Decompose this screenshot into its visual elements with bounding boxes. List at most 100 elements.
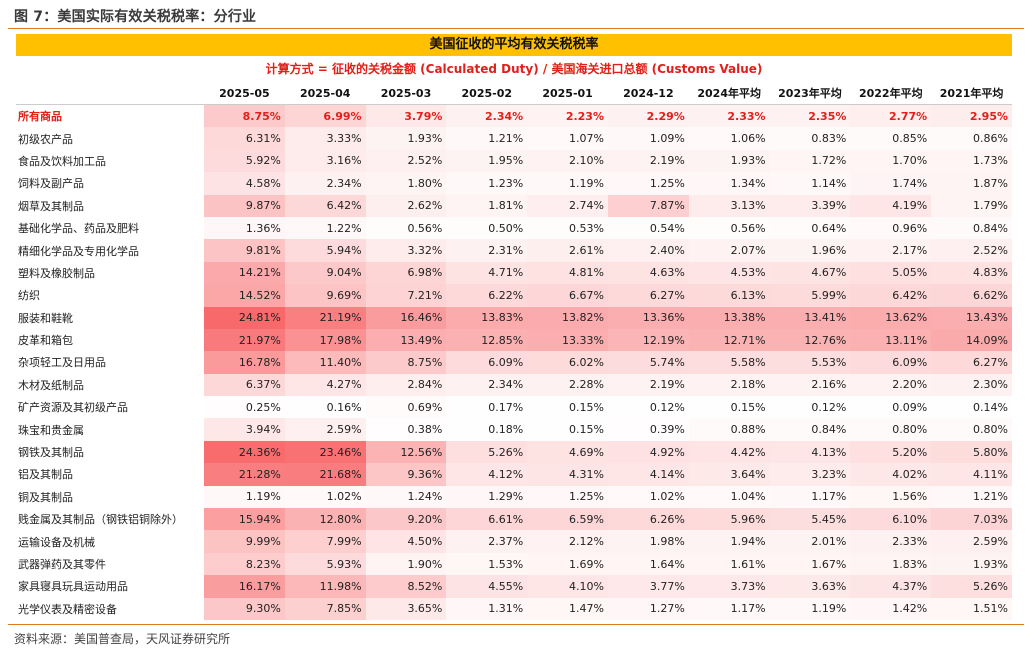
rate-cell: 3.23% bbox=[769, 463, 851, 486]
rate-cell: 1.51% bbox=[931, 597, 1012, 620]
rate-cell: 6.62% bbox=[931, 284, 1012, 307]
rate-cell: 6.67% bbox=[527, 284, 608, 307]
rate-cell: 2.33% bbox=[688, 104, 770, 128]
calculation-formula: 计算方式 = 征收的关税金额 (Calculated Duty) / 美国海关进… bbox=[265, 62, 763, 76]
rate-cell: 4.02% bbox=[850, 463, 932, 486]
rate-cell: 1.36% bbox=[204, 216, 285, 240]
rate-cell: 6.09% bbox=[446, 351, 528, 374]
rate-cell: 1.06% bbox=[688, 127, 770, 150]
rate-cell: 4.13% bbox=[769, 440, 851, 464]
rate-cell: 0.15% bbox=[527, 418, 608, 441]
rate-cell: 5.45% bbox=[769, 508, 851, 531]
rate-cell: 1.93% bbox=[365, 127, 447, 150]
rate-cell: 1.14% bbox=[769, 172, 851, 195]
row-label: 服装和鞋靴 bbox=[18, 311, 73, 325]
rate-cell: 0.80% bbox=[931, 418, 1012, 441]
rate-cell: 1.56% bbox=[850, 485, 932, 509]
table-row: 家具寝具玩具运动用品 16.17% 11.98% 8.52% 4.55% 4.10% 3.7… bbox=[16, 575, 1012, 598]
row-label: 纺织 bbox=[18, 289, 40, 303]
rate-cell: 1.42% bbox=[850, 597, 932, 620]
rate-cell: 2.33% bbox=[850, 530, 932, 553]
rate-cell: 7.03% bbox=[931, 508, 1012, 531]
rate-cell: 6.99% bbox=[284, 104, 366, 128]
rate-cell: 8.52% bbox=[365, 575, 447, 598]
rate-cell: 9.04% bbox=[284, 261, 366, 285]
rate-cell: 13.62% bbox=[850, 306, 932, 329]
rate-cell: 1.93% bbox=[931, 552, 1012, 576]
rate-cell: 21.97% bbox=[204, 328, 285, 352]
rate-cell: 4.42% bbox=[688, 440, 770, 464]
row-label: 塑料及橡胶制品 bbox=[18, 266, 95, 280]
column-header: 2021年平均 bbox=[931, 82, 1012, 105]
rate-cell: 3.65% bbox=[365, 597, 447, 620]
rate-cell: 2.74% bbox=[527, 194, 608, 217]
rate-cell: 21.28% bbox=[204, 463, 285, 486]
column-header: 2024-12 bbox=[607, 82, 689, 105]
table-row: 杂项轻工及日用品 16.78% 11.40% 8.75% 6.09% 6.02% 5.74%… bbox=[16, 351, 1012, 374]
rate-cell: 4.83% bbox=[931, 261, 1012, 285]
rate-cell: 5.26% bbox=[931, 575, 1012, 598]
rate-cell: 1.17% bbox=[688, 597, 770, 620]
column-header: 2022年平均 bbox=[850, 82, 932, 105]
row-label: 食品及饮料加工品 bbox=[18, 154, 106, 168]
rate-cell: 0.54% bbox=[607, 216, 689, 240]
rate-cell: 7.87% bbox=[607, 194, 689, 217]
rate-cell: 5.53% bbox=[769, 351, 851, 374]
rate-cell: 2.31% bbox=[446, 239, 528, 262]
rate-cell: 13.49% bbox=[365, 328, 447, 352]
table-row: 皮革和箱包 21.97% 17.98% 13.49% 12.85% 13.33% 12.19… bbox=[16, 328, 1012, 352]
rate-cell: 6.13% bbox=[688, 284, 770, 307]
row-label: 木材及纸制品 bbox=[18, 378, 84, 392]
rate-cell: 1.87% bbox=[931, 172, 1012, 195]
rate-cell: 1.70% bbox=[850, 149, 932, 173]
rate-cell: 1.07% bbox=[527, 127, 608, 150]
rate-cell: 1.90% bbox=[365, 552, 447, 576]
table-row: 武器弹药及其零件 8.23% 5.93% 1.90% 1.53% 1.69% 1.64% 1.… bbox=[16, 552, 1012, 576]
rate-cell: 1.53% bbox=[446, 552, 528, 576]
rate-cell: 4.31% bbox=[527, 463, 608, 486]
rate-cell: 17.98% bbox=[284, 328, 366, 352]
rate-cell: 3.64% bbox=[688, 463, 770, 486]
rate-cell: 4.53% bbox=[688, 261, 770, 285]
rate-cell: 1.27% bbox=[607, 597, 689, 620]
row-label: 精细化学品及专用化学品 bbox=[18, 244, 139, 258]
rate-cell: 6.10% bbox=[850, 508, 932, 531]
rate-cell: 2.12% bbox=[527, 530, 608, 553]
rate-cell: 0.96% bbox=[850, 216, 932, 240]
column-header: 2025-05 bbox=[204, 82, 285, 105]
source-note: 资料来源：美国普查局，天风证券研究所 bbox=[14, 632, 231, 646]
rate-cell: 13.33% bbox=[527, 328, 608, 352]
table-row: 初级农产品 6.31% 3.33% 1.93% 1.21% 1.07% 1.09% 1.06%… bbox=[16, 127, 1012, 150]
column-header: 2025-02 bbox=[446, 82, 528, 105]
rate-cell: 5.93% bbox=[284, 552, 366, 576]
rate-cell: 2.52% bbox=[365, 149, 447, 173]
rate-cell: 0.18% bbox=[446, 418, 528, 441]
rate-cell: 4.12% bbox=[446, 463, 528, 486]
rate-cell: 1.09% bbox=[607, 127, 689, 150]
row-label: 武器弹药及其零件 bbox=[18, 558, 106, 571]
rate-cell: 9.87% bbox=[204, 194, 285, 217]
rate-cell: 6.22% bbox=[446, 284, 528, 307]
rate-cell: 1.21% bbox=[931, 485, 1012, 509]
table-row: 光学仪表及精密设备 9.30% 7.85% 3.65% 1.31% 1.47% 1.27% 1… bbox=[16, 597, 1012, 620]
column-header: 2025-01 bbox=[527, 82, 608, 105]
rate-cell: 2.10% bbox=[527, 149, 608, 173]
rate-cell: 5.80% bbox=[931, 440, 1012, 464]
table-row: 珠宝和贵金属 3.94% 2.59% 0.38% 0.18% 0.15% 0.39% 0.88… bbox=[16, 418, 1012, 441]
figure-title: 图 7：美国实际有效关税税率：分行业 bbox=[14, 9, 257, 25]
rate-cell: 1.73% bbox=[931, 149, 1012, 173]
rate-cell: 1.02% bbox=[607, 485, 689, 509]
rate-cell: 8.75% bbox=[204, 104, 285, 128]
rate-cell: 9.81% bbox=[204, 239, 285, 262]
rate-cell: 6.26% bbox=[607, 508, 689, 531]
rate-cell: 0.88% bbox=[688, 418, 770, 441]
rate-cell: 9.30% bbox=[204, 597, 285, 620]
rate-cell: 0.39% bbox=[607, 418, 689, 441]
rate-cell: 7.99% bbox=[284, 530, 366, 553]
rate-cell: 9.20% bbox=[365, 508, 447, 531]
rate-cell: 1.22% bbox=[284, 216, 366, 240]
rate-cell: 1.93% bbox=[688, 149, 770, 173]
rate-cell: 1.96% bbox=[769, 239, 851, 262]
rate-cell: 0.85% bbox=[850, 127, 932, 150]
rate-cell: 12.85% bbox=[446, 328, 528, 352]
